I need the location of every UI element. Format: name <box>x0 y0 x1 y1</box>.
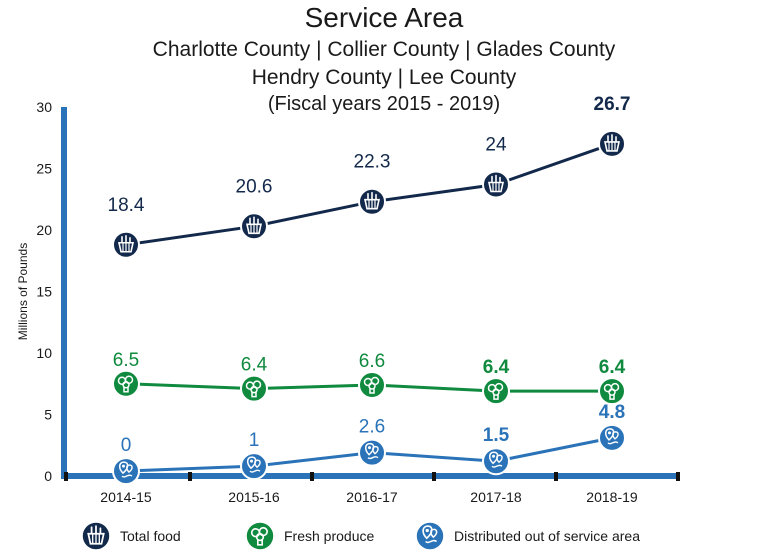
food-basket-icon-marker <box>112 230 140 259</box>
data-label-fresh: 6.6 <box>359 351 385 372</box>
broccoli-icon-marker <box>482 377 510 406</box>
chart-subtitle-counties-2: Hendry County | Lee County <box>251 66 517 89</box>
food-basket-icon <box>80 520 112 552</box>
x-tick-label: 2018-19 <box>586 489 638 505</box>
data-label-distributed: 2.6 <box>359 417 385 438</box>
legend-label: Total food <box>120 528 181 544</box>
data-label-fresh: 6.4 <box>483 357 510 378</box>
broccoli-icon <box>244 520 276 552</box>
chart-subtitle-counties-1: Charlotte County | Collier County | Glad… <box>152 38 616 61</box>
data-label-fresh: 6.5 <box>113 350 139 371</box>
location-pin-icon-marker <box>240 452 268 481</box>
food-basket-icon-marker <box>598 129 626 158</box>
y-tick-label: 0 <box>44 468 52 484</box>
location-pin-icon-marker <box>358 438 386 467</box>
x-tick-label: 2015-16 <box>228 489 280 505</box>
x-tick-mark <box>554 472 558 481</box>
legend-item-total: Total food <box>80 520 181 552</box>
data-label-distributed: 0 <box>121 435 132 456</box>
legend-item-fresh: Fresh produce <box>244 520 374 552</box>
location-pin-icon-marker <box>598 423 626 452</box>
y-axis-line <box>61 107 67 476</box>
x-tick-label: 2014-15 <box>100 489 152 505</box>
y-tick-label: 10 <box>36 345 52 361</box>
chart-title: Service Area <box>304 2 464 33</box>
y-tick-label: 5 <box>44 407 52 423</box>
x-axis-line <box>61 473 680 479</box>
chart-subtitle-years: (Fiscal years 2015 - 2019) <box>267 93 501 115</box>
y-tick-label: 20 <box>36 222 52 238</box>
x-tick-label: 2017-18 <box>470 489 522 505</box>
data-label-distributed: 4.8 <box>599 402 625 423</box>
legend-label: Distributed out of service area <box>454 528 640 544</box>
food-basket-icon-marker <box>482 170 510 199</box>
data-label-fresh: 6.4 <box>599 357 626 378</box>
x-tick-mark <box>64 472 68 481</box>
y-tick-label: 15 <box>36 284 52 300</box>
data-label-total: 22.3 <box>354 152 391 173</box>
x-tick-mark <box>676 472 680 481</box>
food-basket-icon-marker <box>240 212 268 241</box>
food-basket-icon-marker <box>358 187 386 216</box>
data-label-fresh: 6.4 <box>241 355 268 376</box>
broccoli-icon-marker <box>112 369 140 398</box>
location-pin-icon-marker <box>482 447 510 476</box>
x-tick-mark <box>188 472 192 481</box>
x-tick-label: 2016-17 <box>346 489 398 505</box>
data-label-distributed: 1.5 <box>483 425 510 446</box>
y-tick-label: 25 <box>36 161 52 177</box>
data-label-total: 26.7 <box>594 94 631 115</box>
chart-legend: Total food Fresh produce Distributed out o… <box>0 520 768 554</box>
broccoli-icon-marker <box>240 374 268 403</box>
data-label-distributed: 1 <box>249 430 260 451</box>
location-pin-icon-marker <box>112 457 140 486</box>
y-tick-label: 30 <box>36 99 52 115</box>
data-label-total: 24 <box>485 134 507 155</box>
x-tick-mark <box>310 472 314 481</box>
broccoli-icon-marker <box>598 377 626 406</box>
legend-item-distributed: Distributed out of service area <box>414 520 640 552</box>
data-label-total: 18.4 <box>108 195 145 216</box>
broccoli-icon-marker <box>358 370 386 399</box>
x-tick-mark <box>432 472 436 481</box>
location-pin-icon <box>414 520 446 552</box>
y-axis-title: Millions of Pounds <box>16 243 30 340</box>
legend-label: Fresh produce <box>284 528 375 544</box>
data-label-total: 20.6 <box>236 176 273 197</box>
